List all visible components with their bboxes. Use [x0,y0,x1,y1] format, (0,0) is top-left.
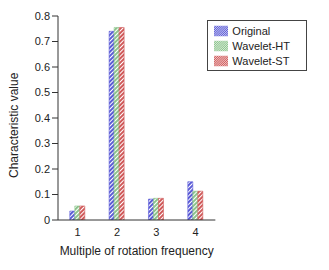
html-text:Wavelet-ST: Wavelet-ST [232,55,290,67]
svg-text:2: 2 [114,226,120,238]
svg-text:Characteristic value: Characteristic value [8,72,21,178]
svg-text:0.3: 0.3 [35,137,50,149]
svg-text:0.6: 0.6 [35,61,50,73]
svg-text:0.5: 0.5 [35,86,50,98]
svg-text:0: 0 [44,214,50,226]
svg-text:0.8: 0.8 [35,10,50,22]
svg-text:1: 1 [75,226,81,238]
svg-text:3: 3 [153,226,159,238]
html-text:Original: Original [232,25,271,37]
svg-text:0.7: 0.7 [35,35,50,47]
svg-text:0.2: 0.2 [35,163,50,175]
svg-text:4: 4 [193,226,199,238]
svg-text:Multiple of rotation frequency: Multiple of rotation frequency [60,244,214,258]
svg-text:0.4: 0.4 [35,112,50,124]
svg-text:0.1: 0.1 [35,188,50,200]
html-text:Wavelet-HT: Wavelet-HT [232,40,290,52]
